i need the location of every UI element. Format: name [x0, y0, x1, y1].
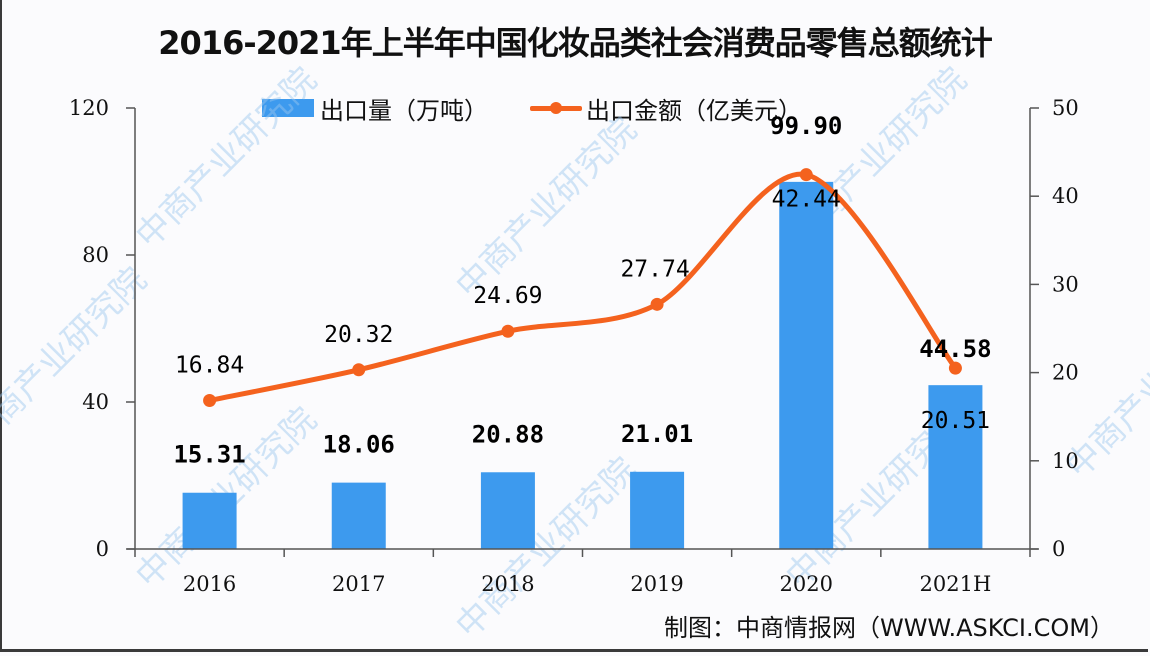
left-axis-tick: 40 [82, 390, 109, 414]
left-axis-tick: 120 [69, 96, 109, 120]
line-point [501, 324, 515, 338]
line-value-label: 20.32 [324, 322, 393, 348]
legend-item-bar: 出口量（万吨） [262, 91, 488, 126]
axes: 0 40 80 120 0 10 20 30 40 50 2016 2017 2018 2019 2020 2… [69, 96, 1079, 596]
right-axis-tick: 40 [1052, 184, 1079, 208]
chart-title: 2016-2021年上半年中国化妆品类社会消费品零售总额统计 [158, 24, 992, 62]
bar-swatch-icon [262, 99, 314, 117]
right-axis-tick: 0 [1052, 537, 1065, 561]
left-axis-tick: 80 [82, 243, 109, 267]
line-point [650, 297, 664, 311]
right-axis-tick: 30 [1052, 272, 1079, 296]
watermark-text: 中商产业研究院 [0, 260, 155, 457]
chart-legend: 出口量（万吨） 出口金额（亿美元） [262, 88, 844, 128]
legend-bar-label: 出口量（万吨） [320, 96, 488, 125]
bar [928, 385, 983, 549]
bar-series [182, 181, 983, 549]
left-axis-tick: 0 [96, 537, 109, 561]
line-value-label: 27.74 [620, 256, 689, 282]
bar [630, 471, 685, 549]
watermark-text: 中商产业研究院 [448, 450, 645, 647]
line-value-label: 20.51 [921, 408, 990, 434]
watermark-text: 中商产业研究院 [448, 110, 645, 307]
bar [480, 472, 535, 549]
bar [182, 492, 237, 549]
x-axis-tick: 2020 [780, 572, 833, 596]
x-axis-tick: 2021H [920, 572, 992, 596]
right-axis-tick: 20 [1052, 361, 1079, 385]
bar-value-label: 20.88 [472, 420, 544, 448]
right-axis-tick: 50 [1052, 96, 1079, 120]
x-axis-tick: 2019 [630, 572, 683, 596]
line-value-label: 42.44 [772, 187, 841, 213]
x-axis-tick: 2018 [481, 572, 534, 596]
bar-value-label: 18.06 [323, 431, 395, 459]
line-points [203, 168, 962, 407]
legend-line-label: 出口金额（亿美元） [586, 96, 802, 125]
line-value-label: 24.69 [473, 283, 542, 309]
bar-value-label: 44.58 [919, 335, 991, 363]
legend-item-line: 出口金额（亿美元） [530, 91, 802, 126]
bar [331, 482, 386, 549]
line-point [352, 363, 366, 377]
line-point [203, 393, 217, 407]
x-axis-tick: 2017 [332, 572, 385, 596]
data-labels: 15.31 18.06 20.88 21.01 99.90 44.58 16.84 20.32… [173, 112, 991, 469]
right-axis-tick: 10 [1052, 449, 1079, 473]
line-value-label: 16.84 [175, 352, 244, 378]
watermark-text: 中商产业研究院 [128, 60, 325, 257]
line-point [799, 168, 813, 182]
line-point [948, 361, 962, 375]
bar-value-label: 99.90 [770, 112, 842, 140]
x-axis-tick: 2016 [183, 572, 236, 596]
bar [779, 181, 834, 549]
bar-value-label: 15.31 [173, 441, 245, 469]
line-swatch-icon [530, 99, 582, 117]
bar-value-label: 21.01 [621, 420, 693, 448]
source-footer: 制图：中商情报网（WWW.ASKCI.COM） [664, 614, 1114, 642]
